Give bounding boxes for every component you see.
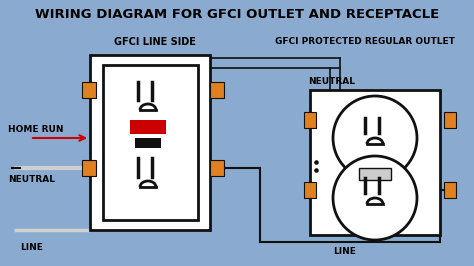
Bar: [90, 55, 210, 230]
Bar: [210, 160, 224, 176]
Text: NEUTRAL: NEUTRAL: [8, 176, 55, 185]
Circle shape: [333, 96, 417, 180]
Bar: [310, 90, 440, 235]
Text: NEUTRAL: NEUTRAL: [308, 77, 355, 86]
Bar: [210, 82, 224, 98]
Text: LINE: LINE: [20, 243, 43, 252]
Text: HOME RUN: HOME RUN: [8, 126, 64, 135]
Bar: [103, 65, 198, 220]
Text: LINE: LINE: [334, 247, 356, 256]
Bar: [359, 168, 391, 180]
Bar: [130, 120, 166, 134]
Circle shape: [333, 156, 417, 240]
Text: WIRING DIAGRAM FOR GFCI OUTLET AND RECEPTACLE: WIRING DIAGRAM FOR GFCI OUTLET AND RECEP…: [35, 7, 439, 20]
Bar: [304, 182, 316, 198]
Bar: [304, 112, 316, 128]
Bar: [82, 82, 96, 98]
Text: GFCI PROTECTED REGULAR OUTLET: GFCI PROTECTED REGULAR OUTLET: [275, 38, 455, 47]
Text: GFCI LINE SIDE: GFCI LINE SIDE: [114, 37, 196, 47]
Bar: [135, 138, 161, 148]
Bar: [444, 182, 456, 198]
Bar: [444, 112, 456, 128]
Bar: [82, 160, 96, 176]
